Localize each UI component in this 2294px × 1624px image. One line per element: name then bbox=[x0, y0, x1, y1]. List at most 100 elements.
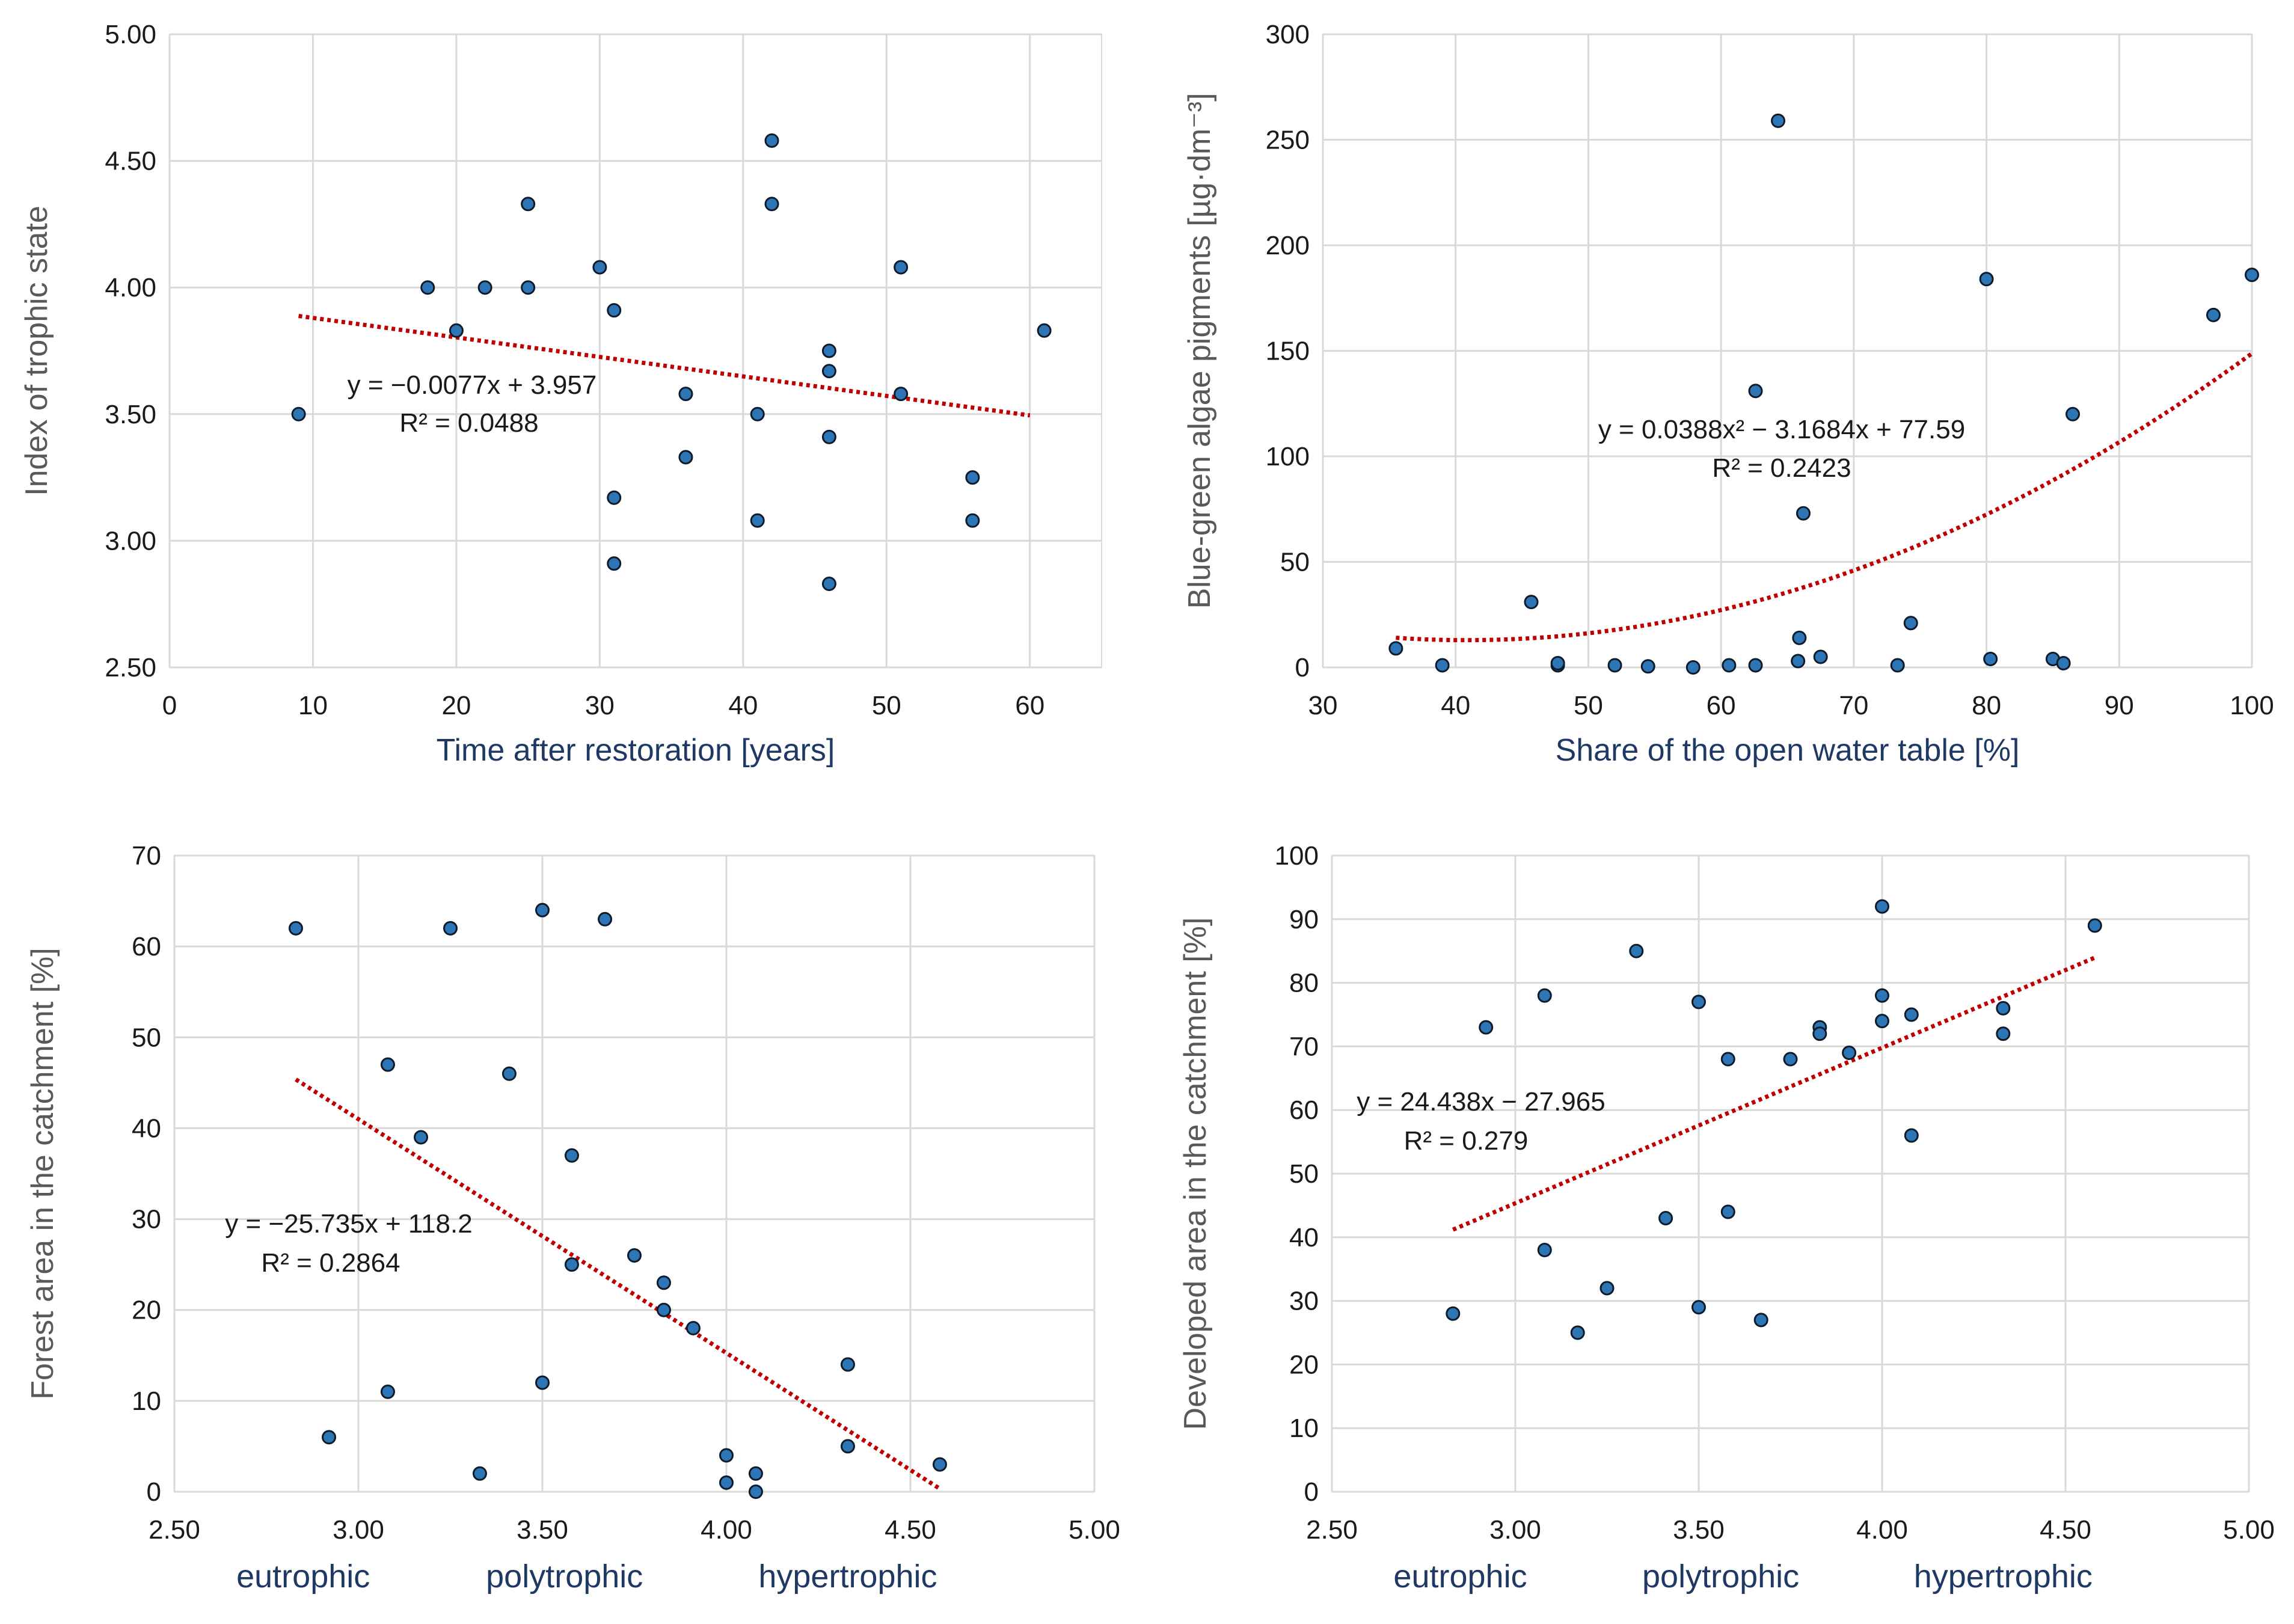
data-point bbox=[1722, 658, 1737, 673]
data-point bbox=[477, 280, 492, 295]
y-axis-label: Forest area in the catchment [%] bbox=[25, 948, 60, 1399]
trendline bbox=[298, 314, 1031, 418]
panel-developed-vs-trophic: 0 10 20 30 40 50 60 70 80 90 100 2.50 3.00 3.50 4.00 4.… bbox=[1178, 841, 2275, 1595]
data-point bbox=[521, 280, 536, 295]
data-point bbox=[1983, 651, 1998, 666]
data-point bbox=[965, 470, 980, 485]
data-point bbox=[1435, 658, 1450, 673]
x-tick-label: 60 bbox=[1015, 691, 1044, 720]
data-point bbox=[1599, 1281, 1615, 1296]
data-point bbox=[322, 1430, 337, 1445]
data-point bbox=[380, 1057, 395, 1072]
trend-r-squared: R² = 0.279 bbox=[1404, 1126, 1529, 1156]
x-tick-label: 60 bbox=[1707, 691, 1736, 720]
y-tick-label: 0 bbox=[1295, 653, 1310, 682]
data-point bbox=[1446, 1306, 1461, 1321]
y-tick-label: 4.00 bbox=[105, 273, 156, 302]
data-point bbox=[1996, 1026, 2011, 1041]
data-point bbox=[764, 133, 779, 148]
data-point bbox=[535, 902, 550, 918]
data-point bbox=[1607, 658, 1622, 673]
data-point bbox=[1813, 649, 1828, 664]
data-point bbox=[656, 1302, 671, 1317]
data-point bbox=[501, 1066, 517, 1081]
x-tick-label: 50 bbox=[872, 691, 901, 720]
x-tick-label: 4.00 bbox=[1856, 1515, 1908, 1545]
data-point bbox=[1875, 988, 1889, 1003]
data-point bbox=[1537, 988, 1552, 1003]
y-tick-label: 3.50 bbox=[105, 400, 156, 429]
y-tick-label: 10 bbox=[132, 1387, 161, 1416]
data-point bbox=[1903, 616, 1918, 631]
data-point bbox=[1388, 641, 1403, 656]
x-tick-label: 3.50 bbox=[1673, 1515, 1725, 1545]
data-point bbox=[2087, 918, 2102, 933]
data-point bbox=[821, 343, 836, 358]
y-tick-label: 4.50 bbox=[105, 147, 156, 176]
y-tick-label: 20 bbox=[132, 1296, 161, 1325]
y-axis-label: Blue-green algae pigments [µg·dm⁻³] bbox=[1182, 93, 1217, 608]
x-tick-label: 4.50 bbox=[885, 1515, 936, 1545]
data-point bbox=[592, 260, 607, 275]
data-point bbox=[1629, 943, 1644, 958]
data-point bbox=[2056, 655, 2071, 670]
data-point bbox=[750, 406, 765, 421]
data-point bbox=[1037, 323, 1052, 338]
x-tick-label: 0 bbox=[162, 691, 177, 720]
data-point bbox=[656, 1275, 671, 1290]
data-point bbox=[607, 490, 622, 505]
data-point bbox=[1537, 1242, 1552, 1257]
trendline bbox=[1452, 955, 2096, 1232]
data-point bbox=[1904, 1007, 1919, 1022]
x-tick-label: 50 bbox=[1574, 691, 1603, 720]
y-tick-label: 0 bbox=[147, 1477, 161, 1507]
data-point bbox=[678, 450, 693, 465]
y-tick-label: 50 bbox=[1289, 1159, 1319, 1189]
data-point bbox=[821, 429, 836, 444]
trendline bbox=[1396, 352, 2254, 643]
y-tick-label: 0 bbox=[1304, 1477, 1319, 1507]
trendline bbox=[295, 1077, 941, 1491]
x-tick-label: 2.50 bbox=[149, 1515, 200, 1545]
trend-equation: y = −25.735x + 118.2 bbox=[225, 1209, 472, 1239]
y-tick-label: 50 bbox=[132, 1023, 161, 1052]
y-tick-label: 5.00 bbox=[105, 20, 156, 49]
data-point bbox=[420, 280, 435, 295]
y-tick-label: 90 bbox=[1289, 905, 1319, 934]
data-point bbox=[1640, 659, 1655, 674]
data-point bbox=[932, 1457, 947, 1472]
data-point bbox=[1748, 384, 1763, 399]
data-point bbox=[1979, 272, 1994, 287]
y-tick-label: 30 bbox=[1289, 1287, 1319, 1316]
data-point bbox=[1812, 1026, 1827, 1041]
data-point bbox=[719, 1475, 734, 1490]
x-tick-label: 3.00 bbox=[333, 1515, 384, 1545]
x-axis-label: Share of the open water table [%] bbox=[1556, 733, 2020, 768]
data-point bbox=[627, 1248, 642, 1263]
data-point bbox=[1753, 1313, 1768, 1328]
data-point bbox=[685, 1320, 701, 1335]
x-tick-label: 30 bbox=[585, 691, 615, 720]
y-axis-label: Developed area in the catchment [%] bbox=[1178, 918, 1213, 1430]
data-point bbox=[821, 577, 836, 592]
y-tick-label: 70 bbox=[1289, 1032, 1319, 1061]
y-tick-label: 40 bbox=[132, 1114, 161, 1143]
y-tick-label: 20 bbox=[1289, 1350, 1319, 1379]
data-point bbox=[1796, 506, 1811, 521]
trophic-category-label: hypertrophic bbox=[758, 1558, 937, 1595]
data-point bbox=[764, 197, 779, 212]
data-point bbox=[1720, 1052, 1735, 1067]
x-tick-label: 10 bbox=[298, 691, 328, 720]
x-tick-label: 100 bbox=[2230, 691, 2274, 720]
data-point bbox=[521, 197, 536, 212]
data-point bbox=[2245, 268, 2259, 283]
panel-forest-vs-trophic: 0 10 20 30 40 50 60 70 2.50 3.00 3.50 4.00 4.50 5.00 e… bbox=[25, 841, 1120, 1595]
data-point bbox=[821, 364, 836, 379]
data-point bbox=[607, 303, 622, 318]
data-point bbox=[564, 1257, 579, 1272]
data-point bbox=[1658, 1211, 1673, 1226]
x-tick-label: 4.00 bbox=[701, 1515, 752, 1545]
data-point bbox=[1685, 660, 1701, 675]
y-tick-label: 3.00 bbox=[105, 526, 156, 556]
data-point bbox=[894, 387, 909, 402]
